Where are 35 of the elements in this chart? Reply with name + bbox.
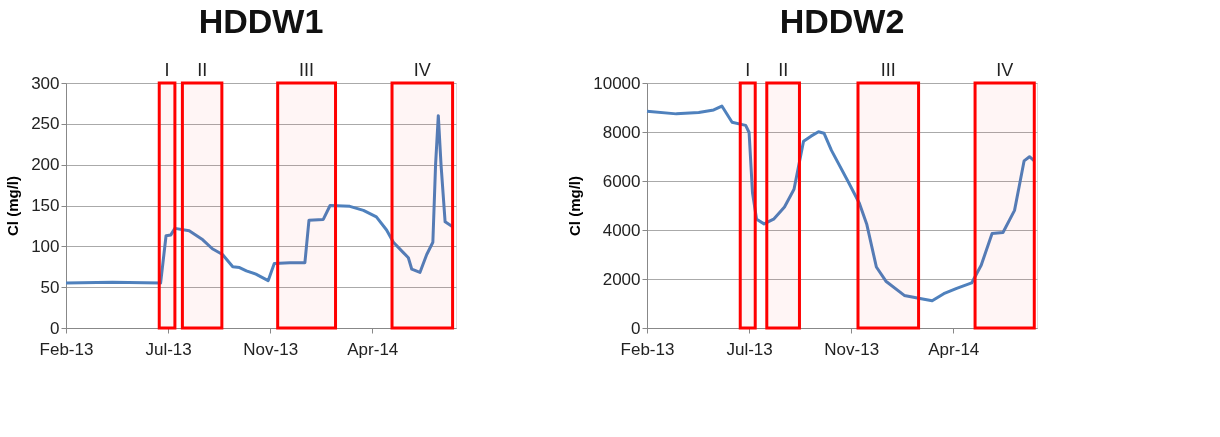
y-tick-label: 0 [50,318,60,338]
y-tick-label: 150 [31,196,60,215]
x-tick-label: Jul-13 [726,339,773,359]
line-series [645,104,1036,303]
y-tick-label: 100 [31,236,60,256]
y-tick-label: 4000 [602,220,641,240]
x-tick-label: Apr-14 [347,339,399,359]
x-tick-label: Nov-13 [243,339,299,359]
y-tick-label: 50 [40,277,60,297]
y-tick-label: 250 [31,114,60,134]
chart-title: HDDW1 [198,2,324,40]
y-tick-label: 200 [31,155,60,175]
x-tick-label: Apr-14 [928,339,980,359]
band-label: III [299,60,315,80]
y-axis-title: Cl (mg/l) [4,176,22,236]
band-label: IV [996,60,1014,80]
y-tick-label: 8000 [602,122,641,142]
x-tick-label: Jul-13 [145,339,192,359]
x-tick-label: Nov-13 [824,339,880,359]
band-label: II [778,60,789,80]
chart-title: HDDW2 [779,2,905,40]
band-label: I [164,60,170,80]
x-tick-label: Feb-13 [39,339,94,359]
band-label: III [880,60,896,80]
y-tick-label: 6000 [602,171,641,191]
x-tick-label: Feb-13 [620,339,675,359]
band-label: IV [413,60,431,80]
band-label: I [745,60,751,80]
y-axis-title: Cl (mg/l) [566,176,584,236]
y-tick-label: 2000 [602,269,641,289]
line-series [64,114,455,285]
y-tick-label: 300 [31,73,60,93]
y-tick-label: 10000 [593,73,641,93]
y-tick-label: 0 [631,318,641,338]
band-label: II [197,60,208,80]
